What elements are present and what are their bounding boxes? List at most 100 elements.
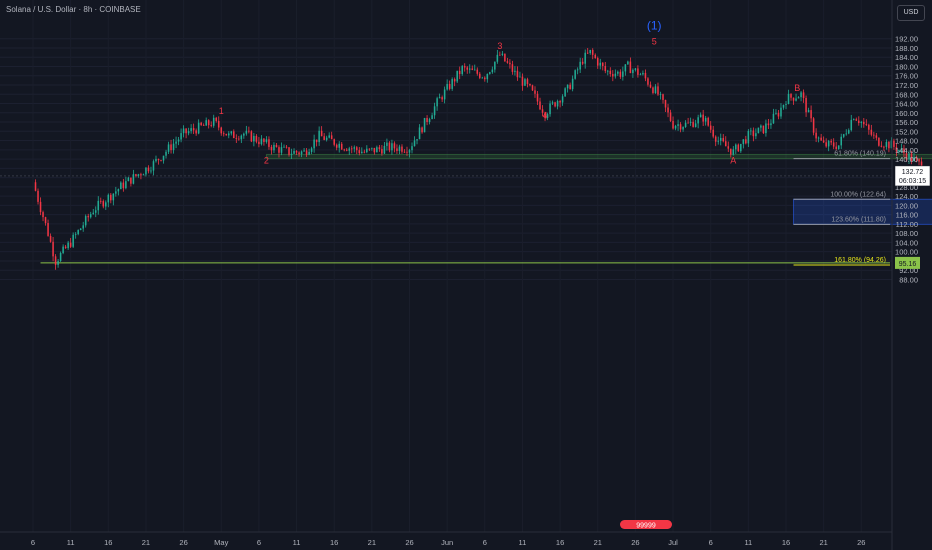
time-tick-label: 6: [709, 538, 713, 547]
candle-body: [195, 130, 197, 134]
candle-body: [654, 86, 657, 94]
candle-body: [245, 130, 248, 134]
candle-body: [325, 137, 328, 140]
candle-body: [421, 127, 423, 133]
time-axis[interactable]: 6 11 16 21 26 May 6 11 16 21 26 Jun 6 11 16 21 26 Jul 6 11 1…: [31, 538, 866, 547]
candle-body: [750, 130, 752, 132]
candle-body: [137, 174, 140, 176]
time-tick-label: 6: [31, 538, 35, 547]
candle-body: [411, 146, 413, 151]
wave-label: 1: [219, 106, 224, 116]
candle-body: [393, 143, 396, 149]
candle-body: [810, 110, 812, 119]
candle-body: [338, 143, 340, 148]
candle-body: [62, 246, 64, 253]
candle-body: [657, 86, 659, 95]
candle-body: [559, 100, 561, 103]
candle-body: [147, 167, 150, 172]
candle-body: [499, 54, 501, 56]
candle-body: [403, 151, 406, 153]
candle-body: [152, 161, 155, 171]
wave-label: 3: [497, 41, 502, 51]
candle-body: [782, 104, 785, 108]
candle-body: [250, 131, 253, 142]
candle-body: [207, 120, 210, 126]
candle-body: [566, 84, 569, 89]
candle-body: [727, 146, 730, 149]
candle-body: [205, 120, 207, 126]
candle-body: [255, 135, 258, 142]
price-tick-label: 144.00: [895, 146, 918, 155]
candle-body: [258, 141, 260, 145]
candle-body: [323, 136, 325, 140]
price-axis[interactable]: 88.0092.0096.00100.00104.00108.00112.001…: [895, 35, 918, 285]
footer-badge: [620, 520, 672, 529]
candle-body: [669, 112, 672, 121]
candle-body: [855, 119, 858, 121]
price-tick-label: 128.00: [895, 183, 918, 192]
currency-selector[interactable]: USD: [897, 5, 925, 21]
candle-body: [238, 138, 240, 140]
wave-labels-layer: (1)53142BAC(2): [219, 18, 801, 166]
candle-body: [180, 133, 182, 140]
candle-body: [825, 142, 827, 147]
candle-body: [172, 143, 175, 151]
candle-body: [127, 177, 130, 182]
candle-body: [677, 124, 679, 126]
candle-body: [79, 228, 82, 231]
candle-body: [514, 70, 516, 72]
candle-body: [521, 76, 524, 86]
price-tick-label: 164.00: [895, 100, 918, 109]
fib-level-label: 161.80% (94.26): [834, 257, 886, 264]
candle-body: [451, 79, 453, 89]
candle-body: [604, 66, 607, 72]
wave-label: (1): [647, 18, 662, 32]
candle-body: [832, 142, 835, 147]
candle-body: [594, 54, 597, 59]
price-badges-layer: 132.72 06:03:15 95.16 99999: [620, 165, 931, 530]
candle-body: [145, 167, 147, 175]
candle-body: [785, 103, 787, 105]
candle-body: [868, 124, 870, 130]
candle-body: [270, 146, 273, 151]
candle-body: [371, 147, 373, 149]
candle-body: [120, 182, 122, 190]
candle-body: [637, 68, 639, 75]
fib-level-label: 100.00% (122.64): [830, 191, 886, 198]
candle-body: [589, 49, 591, 54]
candle-body: [524, 79, 526, 86]
fib-levels-layer: 61.80% (140.19) 100.00% (122.64) 123.60% (…: [0, 151, 892, 266]
candle-body: [735, 144, 737, 150]
candle-body: [642, 72, 644, 75]
time-tick-label: 21: [368, 538, 376, 547]
candle-body: [622, 71, 624, 77]
candle-body: [248, 130, 250, 132]
candle-body: [752, 130, 755, 137]
candle-body: [536, 93, 539, 102]
candle-body: [564, 88, 566, 97]
candle-body: [765, 123, 767, 134]
candle-body: [667, 107, 669, 113]
candle-body: [865, 124, 868, 125]
candle-body: [792, 97, 795, 101]
wave-label: 2: [264, 156, 269, 166]
candle-body: [278, 147, 280, 153]
candle-body: [486, 73, 489, 80]
candle-body: [225, 133, 228, 136]
candle-body: [571, 78, 574, 90]
candle-body: [599, 62, 602, 66]
candle-body: [155, 158, 157, 162]
candle-body: [135, 174, 137, 176]
candle-body: [92, 212, 95, 215]
candle-body: [835, 146, 837, 150]
candle-body: [883, 146, 885, 148]
candle-body: [481, 77, 484, 79]
candle-body: [130, 177, 132, 184]
symbol-title[interactable]: Solana / U.S. Dollar · 8h · COINBASE: [6, 5, 141, 14]
candle-body: [416, 139, 418, 141]
candle-body: [544, 112, 546, 118]
price-tick-label: 160.00: [895, 109, 918, 118]
candle-body: [875, 135, 878, 138]
candle-body: [777, 112, 780, 117]
